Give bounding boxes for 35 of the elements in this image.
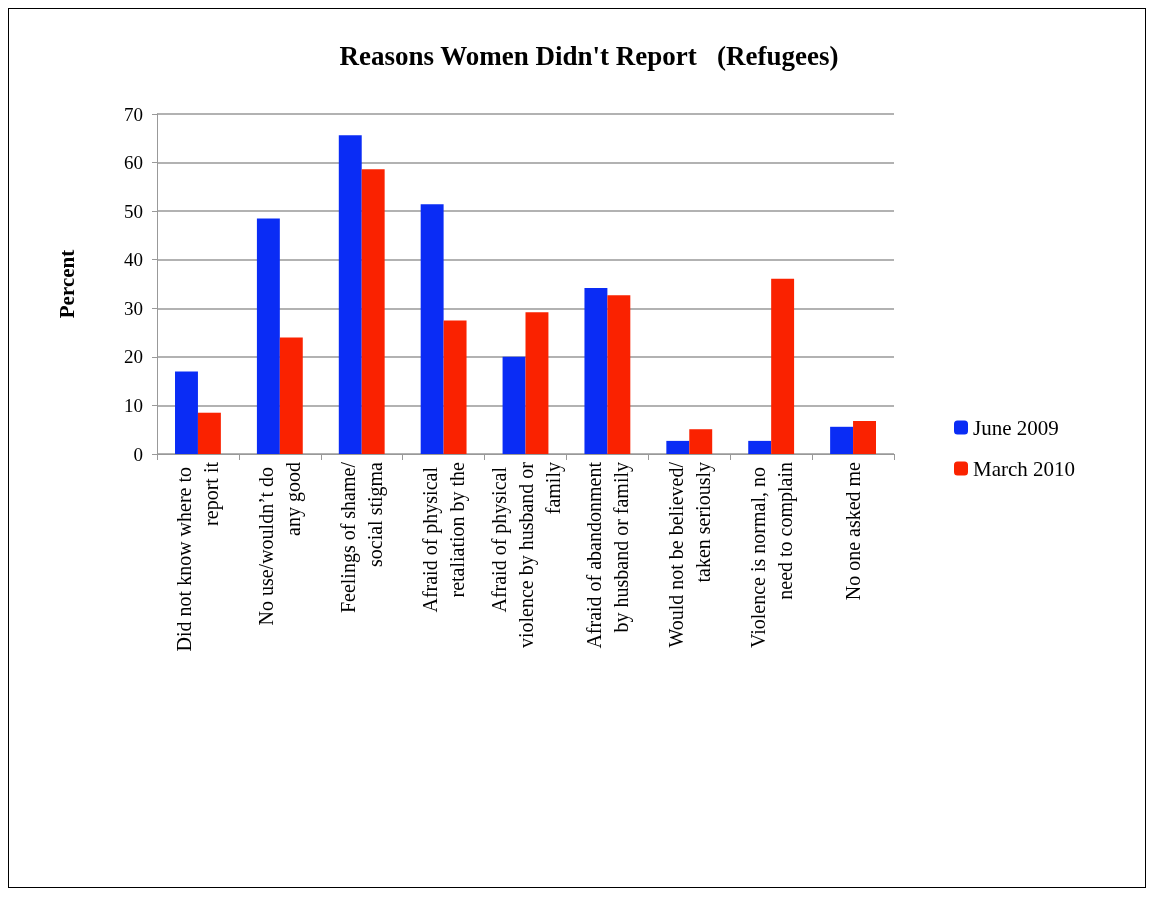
- x-tick-label: Violence is normal, no need to complain: [746, 462, 797, 648]
- bar: [853, 420, 876, 454]
- bar: [607, 295, 631, 454]
- x-tick-label: Afraid of physical retaliation by the: [419, 461, 470, 613]
- bar: [197, 412, 221, 454]
- x-tick-label: Did not know where to report it: [173, 461, 224, 652]
- y-axis-title: Percent: [54, 249, 79, 319]
- bar: [584, 287, 608, 454]
- y-tick-label: 70: [124, 103, 143, 125]
- bar: [256, 218, 280, 454]
- x-tick-label: No one asked me: [842, 461, 865, 601]
- y-tick-label: 0: [133, 443, 143, 465]
- y-tick-label: 40: [124, 249, 143, 271]
- y-tick-label: 10: [124, 394, 143, 416]
- y-tick-label: 20: [124, 346, 143, 368]
- legend-label: June 2009: [973, 415, 1059, 440]
- chart-title: Reasons Women Didn't Report (Refugees): [339, 40, 839, 71]
- bar: [689, 429, 713, 454]
- bar: [525, 312, 549, 454]
- legend-label: March 2010: [973, 456, 1076, 481]
- bar: [443, 320, 467, 454]
- y-tick-label: 60: [124, 152, 143, 174]
- bar: [279, 337, 303, 454]
- bar: [175, 371, 198, 454]
- bar: [830, 426, 854, 454]
- bar: [771, 278, 795, 454]
- bar: [502, 356, 526, 454]
- y-tick-label: 30: [124, 297, 143, 319]
- bar: [338, 135, 362, 454]
- x-tick-label: No use/wouldn’t do any good: [255, 462, 306, 626]
- bar: [361, 169, 385, 454]
- y-tick-label: 50: [124, 200, 143, 222]
- bar: [748, 440, 772, 454]
- bar: [420, 204, 444, 454]
- bar: [666, 440, 690, 454]
